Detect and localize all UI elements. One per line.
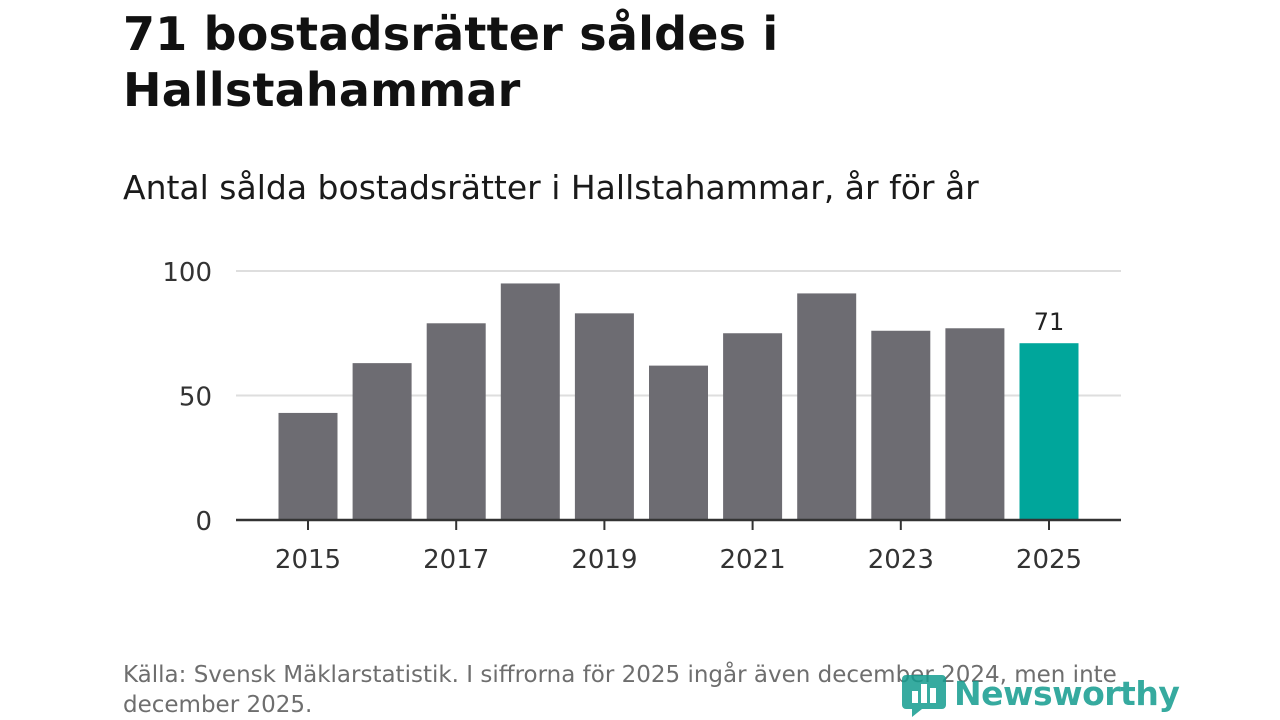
- x-tick-label-2019: 2019: [571, 545, 637, 575]
- bar-2019: [574, 313, 634, 520]
- y-tick-label-50: 50: [179, 383, 212, 413]
- value-labels: 71: [1034, 308, 1065, 336]
- y-axis-ticks: 0 50 100: [162, 258, 212, 537]
- x-axis-ticks: 2015 2017 2019 2021 2023 2025: [275, 520, 1082, 575]
- bar-2023: [871, 330, 931, 520]
- bar-2016: [352, 363, 412, 520]
- x-tick-label-2025: 2025: [1016, 545, 1082, 575]
- bars: [278, 283, 1079, 520]
- bar-chart-logo-icon: [902, 675, 946, 717]
- bar-2017: [426, 323, 486, 520]
- value-label-2025: 71: [1034, 308, 1065, 336]
- x-tick-label-2017: 2017: [423, 545, 489, 575]
- bar-2024: [945, 328, 1005, 520]
- chart-title: 71 bostadsrätter såldes i Hallstahammar: [123, 7, 779, 117]
- bar-2015: [278, 412, 338, 520]
- bar-2018: [500, 283, 560, 520]
- x-tick-label-2015: 2015: [275, 545, 341, 575]
- x-tick-label-2023: 2023: [868, 545, 934, 575]
- bar-2021: [723, 333, 783, 520]
- bar-2025: [1019, 343, 1079, 520]
- bar-2020: [649, 365, 708, 520]
- chart-subtitle: Antal sålda bostadsrätter i Hallstahamma…: [123, 168, 979, 207]
- x-tick-label-2021: 2021: [720, 545, 786, 575]
- y-tick-label-100: 100: [162, 258, 212, 288]
- y-tick-label-0: 0: [195, 507, 212, 537]
- logo-text: Newsworthy: [954, 673, 1180, 713]
- source-note: Källa: Svensk Mäklarstatistik. I siffror…: [123, 662, 1117, 718]
- newsworthy-logo: Newsworthy: [902, 668, 1180, 718]
- bar-2022: [797, 293, 857, 520]
